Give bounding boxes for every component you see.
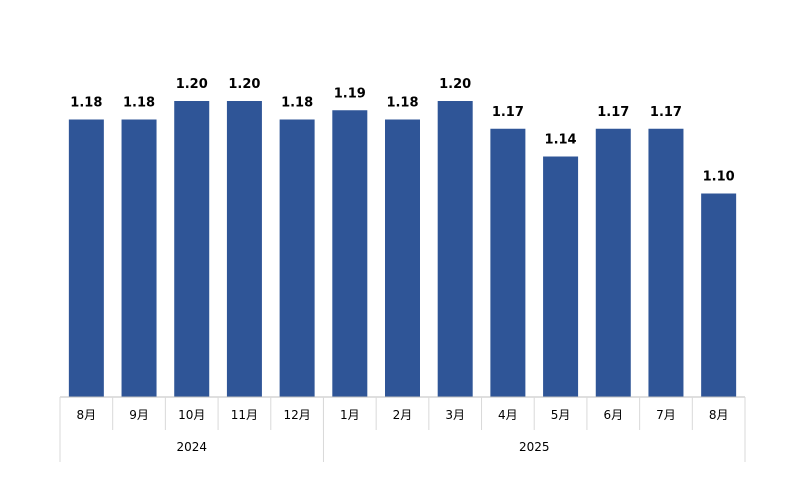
bar-0 [68,119,104,397]
category-label-3: 11月 [231,408,258,422]
bar-6 [385,119,420,397]
bar-12 [701,193,737,397]
bar-7 [437,101,473,397]
value-label-0: 1.18 [70,96,102,111]
value-label-6: 1.18 [386,96,418,111]
bar-4 [279,119,315,397]
year-label-2025: 2025 [519,440,550,454]
category-label-7: 3月 [445,408,465,422]
category-label-0: 8月 [77,408,97,422]
value-label-10: 1.17 [597,105,629,120]
bars-group [68,101,737,397]
category-label-6: 2月 [393,408,413,422]
bar-2 [174,101,210,397]
category-axis: 8月 9月 10月 11月 12月 1月 2月 3月 4月 5月 6月 7月 8月 2024 2025 [59,396,746,462]
category-label-12: 8月 [709,408,729,422]
value-label-11: 1.17 [650,105,682,120]
bar-5 [332,110,368,397]
value-label-1: 1.18 [123,96,155,111]
value-label-3: 1.20 [228,77,260,92]
category-label-1: 9月 [129,408,149,422]
category-label-10: 6月 [603,408,623,422]
category-label-4: 12月 [283,408,310,422]
category-label-8: 4月 [498,408,518,422]
bar-1 [121,119,157,397]
value-labels-group: 1.18 1.18 1.20 1.20 1.18 1.19 1.18 1.20 1.17 1.14… [70,77,734,185]
category-label-9: 5月 [551,408,571,422]
value-label-5: 1.19 [334,86,366,101]
category-label-2: 10月 [178,408,205,422]
category-label-11: 7月 [656,408,676,422]
value-label-9: 1.14 [545,133,577,148]
value-label-8: 1.17 [492,105,524,120]
bar-11 [648,128,684,397]
value-label-2: 1.20 [176,77,208,92]
bar-8 [490,128,526,397]
bar-3 [226,101,262,397]
value-label-12: 1.10 [703,170,735,185]
value-label-4: 1.18 [281,96,313,111]
bar-10 [595,128,631,397]
bar-9 [543,156,579,397]
category-label-5: 1月 [340,408,360,422]
year-label-2024: 2024 [176,440,207,454]
value-label-7: 1.20 [439,77,471,92]
